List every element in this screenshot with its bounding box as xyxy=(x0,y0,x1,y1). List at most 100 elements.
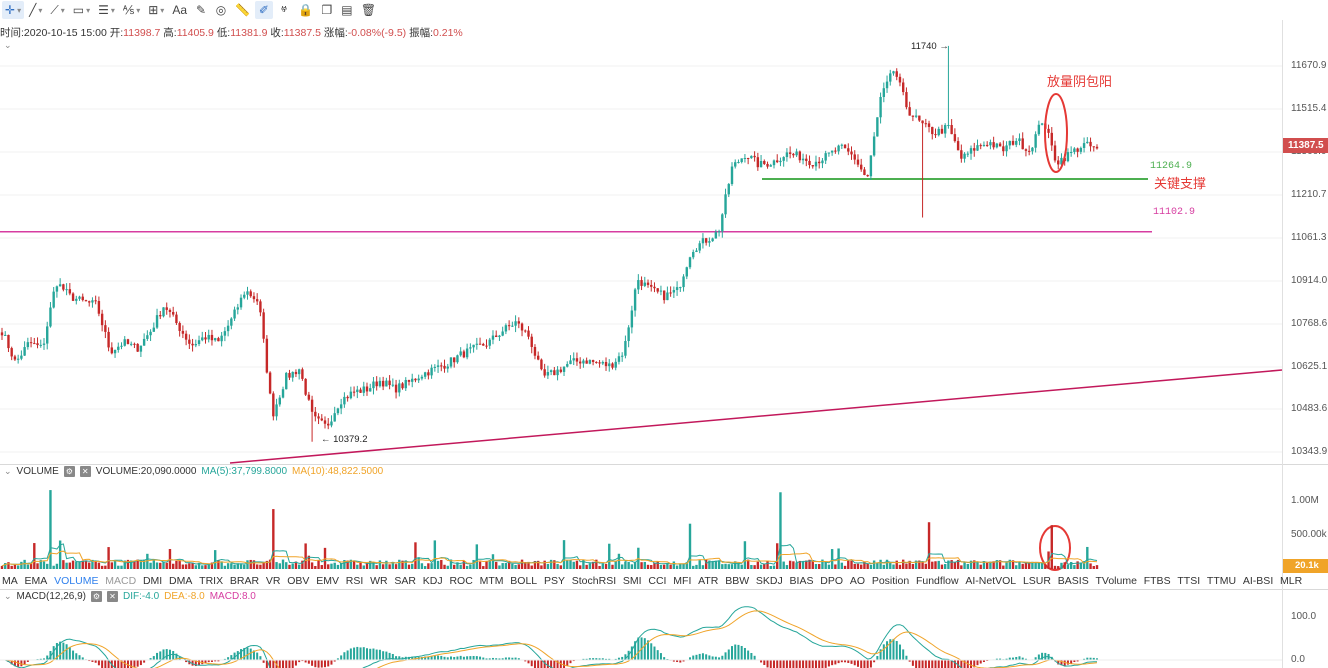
collapse-chevron-icon[interactable]: ⌄ xyxy=(4,466,12,476)
candle-body xyxy=(1034,134,1037,148)
candle-body xyxy=(184,333,188,340)
indicator-tab-dmi[interactable]: DMI xyxy=(142,575,163,587)
volume-bar xyxy=(317,560,320,569)
price-chart[interactable] xyxy=(0,0,1282,668)
macd-histogram-bar xyxy=(643,638,646,660)
indicator-tab-macd[interactable]: MACD xyxy=(105,575,137,587)
lock-tool[interactable]: 🔒 xyxy=(295,1,316,19)
indicator-tab-obv[interactable]: OBV xyxy=(287,575,310,587)
volume-bar xyxy=(937,560,940,569)
indicator-tab-fundflow[interactable]: Fundflow xyxy=(915,575,959,587)
volume-bar xyxy=(427,563,430,569)
indicator-tab-ttmu[interactable]: TTMU xyxy=(1206,575,1237,587)
macd-histogram-bar xyxy=(866,660,869,668)
indicator-tab-ema[interactable]: EMA xyxy=(24,575,48,587)
indicator-tab-skdj[interactable]: SKDJ xyxy=(755,575,783,587)
macd-histogram-bar xyxy=(811,660,814,668)
measure-tool[interactable]: ⊞ ▾ xyxy=(145,1,167,19)
indicator-tab-mtm[interactable]: MTM xyxy=(479,575,504,587)
collapse-chevron-icon[interactable]: ⌄ xyxy=(4,591,12,601)
ruler-tool[interactable]: 📏 xyxy=(232,1,253,19)
macd-histogram-bar xyxy=(795,660,798,668)
indicator-tab-cci[interactable]: CCI xyxy=(648,575,667,587)
volume-bar xyxy=(414,542,417,569)
indicator-tab-boll[interactable]: BOLL xyxy=(510,575,538,587)
indicator-tab-brar[interactable]: BRAR xyxy=(229,575,260,587)
indicator-tab-roc[interactable]: ROC xyxy=(449,575,473,587)
brush-tool[interactable]: ✎ xyxy=(192,1,210,19)
indicator-tab-vr[interactable]: VR xyxy=(265,575,281,587)
volume-ma5-value: MA(5):37,799.8000 xyxy=(201,466,288,477)
indicator-tab-bbw[interactable]: BBW xyxy=(725,575,750,587)
text-tool[interactable]: Aa xyxy=(169,1,190,19)
indicator-tab-mlr[interactable]: MLR xyxy=(1280,575,1303,587)
volume-bar xyxy=(336,564,340,569)
indicator-tab-tvolume[interactable]: TVolume xyxy=(1095,575,1137,587)
volume-bar xyxy=(465,565,469,569)
delete-tool[interactable]: 🗑 xyxy=(358,1,379,19)
indicator-tab-psy[interactable]: PSY xyxy=(543,575,565,587)
volume-bar xyxy=(159,562,162,569)
indicator-tab-dma[interactable]: DMA xyxy=(169,575,193,587)
volume-bar xyxy=(795,562,798,569)
close-icon[interactable]: ✕ xyxy=(79,466,91,477)
candle-body xyxy=(863,169,866,176)
volume-bar xyxy=(91,559,94,569)
volume-bar xyxy=(7,562,10,569)
macd-histogram-bar xyxy=(1018,656,1021,660)
parallel-lines-tool[interactable]: ☰ ▾ xyxy=(95,1,118,19)
macd-histogram-bar xyxy=(585,658,588,660)
indicator-tab-position[interactable]: Position xyxy=(871,575,910,587)
close-icon[interactable]: ✕ xyxy=(107,591,119,602)
indicator-tab-rsi[interactable]: RSI xyxy=(345,575,364,587)
copy-tool[interactable]: ❐ xyxy=(318,1,336,19)
indicator-tab-stochrsi[interactable]: StochRSI xyxy=(571,575,617,587)
indicator-tab-bias[interactable]: BIAS xyxy=(789,575,814,587)
volume-bar xyxy=(440,559,443,569)
indicator-tab-kdj[interactable]: KDJ xyxy=(422,575,443,587)
indicator-tab-ma[interactable]: MA xyxy=(2,575,18,587)
collapse-chevron-icon[interactable]: ⌄ xyxy=(4,40,12,50)
indicator-tab-ao[interactable]: AO xyxy=(849,575,866,587)
macd-histogram-bar xyxy=(472,655,475,660)
volume-bar xyxy=(811,560,814,569)
macd-histogram-bar xyxy=(779,660,782,668)
settings-icon[interactable]: ⚙ xyxy=(91,591,103,602)
indicator-tab-volume[interactable]: VOLUME xyxy=(54,575,99,587)
volume-bar xyxy=(785,565,789,569)
fibonacci-tool[interactable]: ⅍ ▾ xyxy=(120,1,143,19)
candle-body xyxy=(84,300,88,302)
indicator-tab-mfi[interactable]: MFI xyxy=(673,575,692,587)
crosshair-tool[interactable]: ✛ ▾ xyxy=(2,1,25,19)
line-tool[interactable]: ╱ ▾ xyxy=(26,1,45,19)
macd-histogram-bar xyxy=(362,647,365,660)
indicator-tab-ttsi[interactable]: TTSI xyxy=(1177,575,1201,587)
candle-body xyxy=(440,365,443,367)
volume-bar xyxy=(714,560,718,569)
candle-body xyxy=(708,241,711,243)
indicator-tab-trix[interactable]: TRIX xyxy=(199,575,224,587)
indicator-tab-ai-netvol[interactable]: AI-NetVOL xyxy=(965,575,1017,587)
macd-histogram-bar xyxy=(718,657,721,660)
draw-mode-tool[interactable]: ✐ xyxy=(254,1,273,19)
pattern-tool[interactable]: ⱍ xyxy=(275,1,293,19)
indicator-tab-emv[interactable]: EMV xyxy=(316,575,339,587)
indicator-tab-wr[interactable]: WR xyxy=(370,575,388,587)
macd-histogram-bar xyxy=(782,660,785,668)
magnet-tool[interactable]: ◎ xyxy=(212,1,230,19)
volume-bar xyxy=(766,560,769,569)
screenshot-tool[interactable]: ▤ xyxy=(338,1,356,19)
indicator-tab-ftbs[interactable]: FTBS xyxy=(1143,575,1171,587)
volume-bar xyxy=(808,559,811,569)
indicator-tab-dpo[interactable]: DPO xyxy=(820,575,844,587)
ray-tool[interactable]: ⟋ ▾ xyxy=(47,1,67,19)
settings-icon[interactable]: ⚙ xyxy=(63,466,75,477)
indicator-tab-basis[interactable]: BASIS xyxy=(1057,575,1089,587)
indicator-tab-ai-bsi[interactable]: AI-BSI xyxy=(1242,575,1274,587)
indicator-tab-lsur[interactable]: LSUR xyxy=(1022,575,1051,587)
macd-histogram-bar xyxy=(81,657,84,660)
indicator-tab-atr[interactable]: ATR xyxy=(698,575,719,587)
rectangle-tool[interactable]: ▭ ▾ xyxy=(70,1,93,19)
indicator-tab-smi[interactable]: SMI xyxy=(622,575,642,587)
indicator-tab-sar[interactable]: SAR xyxy=(394,575,416,587)
